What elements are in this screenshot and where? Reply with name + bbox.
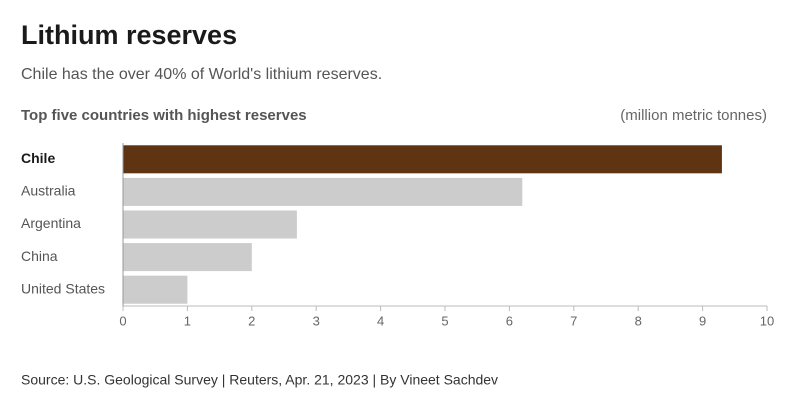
x-tick-label: 7: [570, 313, 577, 328]
x-tick-label: 3: [313, 313, 320, 328]
x-tick-label: 1: [184, 313, 191, 328]
x-tick-label: 0: [119, 313, 126, 328]
chart-title: Lithium reserves: [21, 20, 237, 50]
x-tick-label: 9: [699, 313, 706, 328]
bar: [123, 275, 188, 304]
source: Source: U.S. Geological Survey | Reuters…: [21, 372, 498, 388]
subtitle: Chile has the over 40% of World's lithiu…: [21, 66, 382, 83]
y-tick-label: United States: [21, 280, 105, 296]
bar: [123, 177, 523, 206]
y-tick-label: Chile: [21, 150, 55, 166]
y-tick-label: China: [21, 248, 58, 264]
x-tick-label: 2: [248, 313, 255, 328]
x-tick-label: 10: [760, 313, 774, 328]
unit-label: (million metric tonnes): [620, 107, 767, 124]
bar: [123, 210, 297, 239]
y-tick-label: Argentina: [21, 215, 81, 231]
chart-heading: Top five countries with highest reserves: [21, 107, 307, 124]
bar: [123, 145, 722, 174]
x-tick-label: 5: [441, 313, 448, 328]
x-tick-label: 4: [377, 313, 384, 328]
bar: [123, 243, 252, 272]
y-tick-label: Australia: [21, 183, 76, 199]
x-tick-label: 6: [506, 313, 513, 328]
x-tick-label: 8: [635, 313, 642, 328]
